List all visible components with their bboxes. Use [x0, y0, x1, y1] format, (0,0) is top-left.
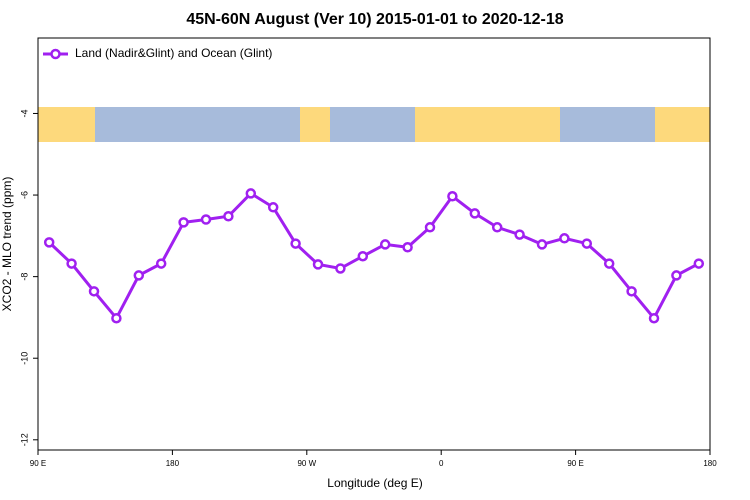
x-tick-label: 180 — [703, 459, 717, 468]
x-axis-label: Longitude (deg E) — [327, 476, 422, 490]
data-point — [43, 237, 55, 248]
x-tick-label: 90 E — [567, 459, 583, 468]
data-point — [290, 238, 301, 249]
data-point — [447, 191, 458, 202]
map-ocean — [560, 107, 655, 142]
data-point — [626, 286, 637, 297]
data-point — [66, 258, 77, 269]
map-ocean — [330, 107, 415, 142]
data-point — [357, 250, 369, 262]
y-tick-label: -10 — [19, 352, 29, 365]
y-tick-label: -12 — [19, 433, 29, 446]
data-point — [223, 211, 234, 222]
data-point — [379, 239, 391, 250]
data-point — [693, 258, 705, 269]
data-point — [469, 208, 481, 219]
map-stripe — [38, 107, 710, 142]
data-point — [312, 259, 324, 270]
x-tick-label: 180 — [166, 459, 180, 468]
data-point — [581, 238, 593, 249]
y-axis-label: XCO2 - MLO trend (ppm) — [0, 177, 14, 312]
data-point — [200, 214, 212, 225]
map-ocean — [95, 107, 300, 142]
data-point — [536, 239, 548, 250]
series-line — [48, 191, 700, 321]
plot-frame — [37, 37, 711, 451]
data-point — [514, 229, 525, 240]
y-tick-label: -6 — [19, 191, 29, 199]
data-point — [245, 188, 257, 199]
y-tick-label: -4 — [19, 109, 29, 117]
data-point — [111, 312, 122, 324]
x-tick-label: 90 E — [30, 459, 46, 468]
legend-label: Land (Nadir&Glint) and Ocean (Glint) — [75, 46, 272, 60]
data-point — [178, 217, 189, 228]
data-point — [402, 242, 413, 253]
data-point — [88, 286, 100, 297]
data-point — [671, 270, 682, 281]
data-point — [559, 233, 570, 244]
chart-title: 45N-60N August (Ver 10) 2015-01-01 to 20… — [186, 11, 563, 28]
data-point — [133, 270, 145, 281]
data-point — [267, 202, 279, 213]
data-point — [648, 312, 660, 324]
data-point — [335, 263, 346, 274]
legend-marker — [50, 48, 61, 60]
x-tick-label: 90 W — [297, 459, 316, 468]
data-point — [603, 258, 615, 269]
data-point — [155, 258, 167, 269]
x-tick-label: 0 — [439, 459, 444, 468]
data-point — [491, 222, 503, 233]
data-point — [424, 222, 436, 233]
y-tick-label: -8 — [19, 273, 29, 281]
